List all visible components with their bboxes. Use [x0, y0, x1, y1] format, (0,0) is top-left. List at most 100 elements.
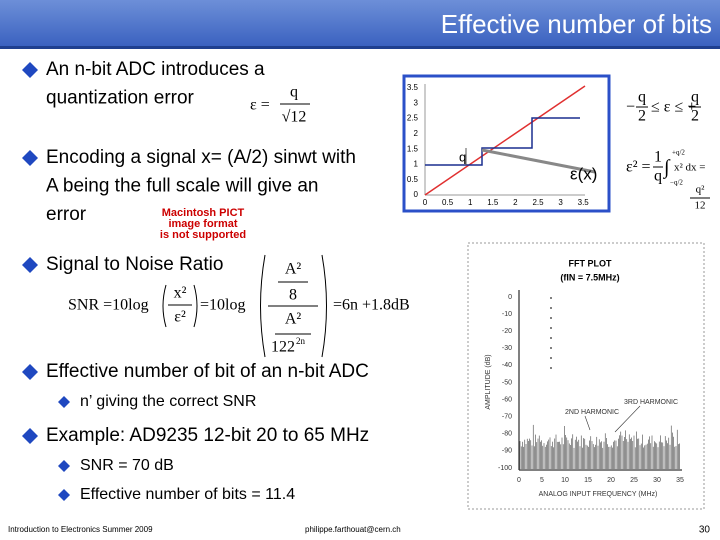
- formula-text: q: [654, 168, 662, 185]
- snr-formula: SNR =10log x² ε² =10log A² 8 A² 122 2n =…: [68, 254, 410, 358]
- bullet-text: Encoding a signal x= (A/2) sinwt with: [46, 147, 356, 168]
- bullet-list: An n-bit ADC introduces a quantization er…: [22, 59, 369, 503]
- y-tick-label: 0.5: [407, 175, 419, 184]
- title-rule: [0, 46, 720, 49]
- x-tick-label: 2: [513, 198, 518, 207]
- y-tick-label: -70: [502, 414, 512, 421]
- sub-bullet-text: n’ giving the correct SNR: [80, 393, 256, 410]
- pointer: [584, 415, 591, 431]
- x-tick-label: 0: [517, 477, 521, 484]
- formula-text: x²: [174, 285, 187, 302]
- footer-center: philippe.farthouat@cern.ch: [305, 525, 401, 534]
- pointer: [481, 148, 596, 174]
- formula-text: 1: [654, 149, 662, 166]
- y-tick-label: -100: [498, 465, 512, 472]
- y-tick-label: -20: [502, 328, 512, 335]
- bullet-text: Effective number of bit of an n-bit ADC: [46, 361, 369, 382]
- harmonic-label: 2ND HARMONIC: [565, 409, 619, 416]
- bullet-marker: [22, 150, 38, 166]
- formula-text: 2n: [296, 336, 306, 346]
- fft-frame: [467, 242, 705, 510]
- formula-text: 12: [695, 200, 706, 212]
- title-bar: [0, 0, 720, 46]
- pict-notice: Macintosh PICT image format is not suppo…: [160, 207, 246, 241]
- y-tick-label: 1.5: [407, 144, 419, 153]
- bullet-marker: [22, 257, 38, 273]
- pointer: [614, 405, 641, 433]
- x-tick-label: 3.5: [578, 198, 590, 207]
- staircase: [425, 117, 580, 166]
- formula-text: −q/2: [670, 179, 683, 187]
- bullet-marker: [22, 428, 38, 444]
- y-tick-label: 1: [414, 160, 419, 169]
- power-formula: ε² = 1 q ∫ +q/2 −q/2 x² dx = q² 12: [626, 149, 710, 212]
- y-tick-label: 0: [508, 294, 512, 301]
- x-tick-label: 25: [630, 477, 638, 484]
- bullet-text: An n-bit ADC introduces a: [46, 59, 265, 80]
- formula-text: ε²: [174, 309, 186, 326]
- q-label: q: [459, 149, 466, 164]
- y-tick-label: -40: [502, 362, 512, 369]
- notice-line: Macintosh PICT: [162, 207, 245, 219]
- slide-title: Effective number of bits: [441, 9, 712, 39]
- fft-xlabel: ANALOG INPUT FREQUENCY (MHz): [539, 491, 658, 498]
- formula-text: x² dx =: [674, 162, 706, 174]
- formula-text: A²: [285, 261, 302, 278]
- sub-bullet-text: SNR = 70 dB: [80, 457, 174, 474]
- fft-title: FFT PLOT: [569, 258, 612, 268]
- paren: [193, 284, 198, 328]
- formula-text: ε² =: [626, 159, 651, 176]
- notice-line: is not supported: [160, 229, 246, 241]
- ideal-line: [424, 85, 586, 196]
- formula-text: ∫: [662, 157, 671, 180]
- y-tick-label: 3: [414, 98, 419, 107]
- y-tick-label: -50: [502, 379, 512, 386]
- bullet-marker: [58, 460, 70, 472]
- footer-left: Introduction to Electronics Summer 2009: [8, 525, 153, 534]
- x-tick-label: 0: [423, 198, 428, 207]
- bullet-marker: [58, 489, 70, 501]
- x-tick-label: 15: [584, 477, 592, 484]
- formula-text: q: [290, 84, 298, 101]
- bullet-marker: [22, 364, 38, 380]
- x-tick-label: 30: [653, 477, 661, 484]
- formula-text: 2: [638, 108, 646, 125]
- y-tick-label: 0: [414, 190, 419, 199]
- formula-text: 8: [289, 287, 297, 304]
- formula-text: 2: [691, 108, 699, 125]
- bullet-marker: [58, 396, 70, 408]
- formula-text: −: [626, 99, 635, 116]
- x-tick-label: 10: [561, 477, 569, 484]
- fft-subtitle: (fIN = 7.5MHz): [560, 272, 619, 282]
- y-tick-label: -80: [502, 431, 512, 438]
- paren: [260, 254, 266, 358]
- y-tick-label: -90: [502, 448, 512, 455]
- x-tick-label: 3: [558, 198, 563, 207]
- bullet-text: A being the full scale will give an: [46, 176, 319, 197]
- notice-line: image format: [168, 218, 237, 230]
- range-formula: − q 2 ≤ ε ≤ + q 2: [626, 89, 701, 125]
- formula-text: q: [638, 89, 646, 106]
- x-tick-label: 2.5: [532, 198, 544, 207]
- formula-text: +q/2: [672, 149, 685, 157]
- fft-ylabel: AMPLITUDE (dB): [485, 354, 492, 409]
- formula-text: =6n +1.8dB: [333, 297, 410, 314]
- formula-text: q: [691, 89, 699, 106]
- y-tick-label: 2.5: [407, 114, 419, 123]
- page-number: 30: [699, 525, 711, 536]
- quant-formula: ε = q √12: [250, 84, 310, 126]
- y-tick-label: -30: [502, 345, 512, 352]
- formula-text: A²: [285, 311, 302, 328]
- y-tick-label: -60: [502, 396, 512, 403]
- bullet-text: quantization error: [46, 88, 195, 109]
- y-tick-label: -10: [502, 311, 512, 318]
- error-label: ε(x): [570, 164, 597, 183]
- formula-text: SNR =10log: [68, 297, 149, 314]
- formula-text: q²: [696, 184, 706, 196]
- formula-text: 122: [271, 339, 295, 356]
- bullet-text: error: [46, 204, 87, 225]
- x-tick-label: 35: [676, 477, 684, 484]
- x-tick-label: 1: [468, 198, 473, 207]
- x-tick-label: 0.5: [442, 198, 454, 207]
